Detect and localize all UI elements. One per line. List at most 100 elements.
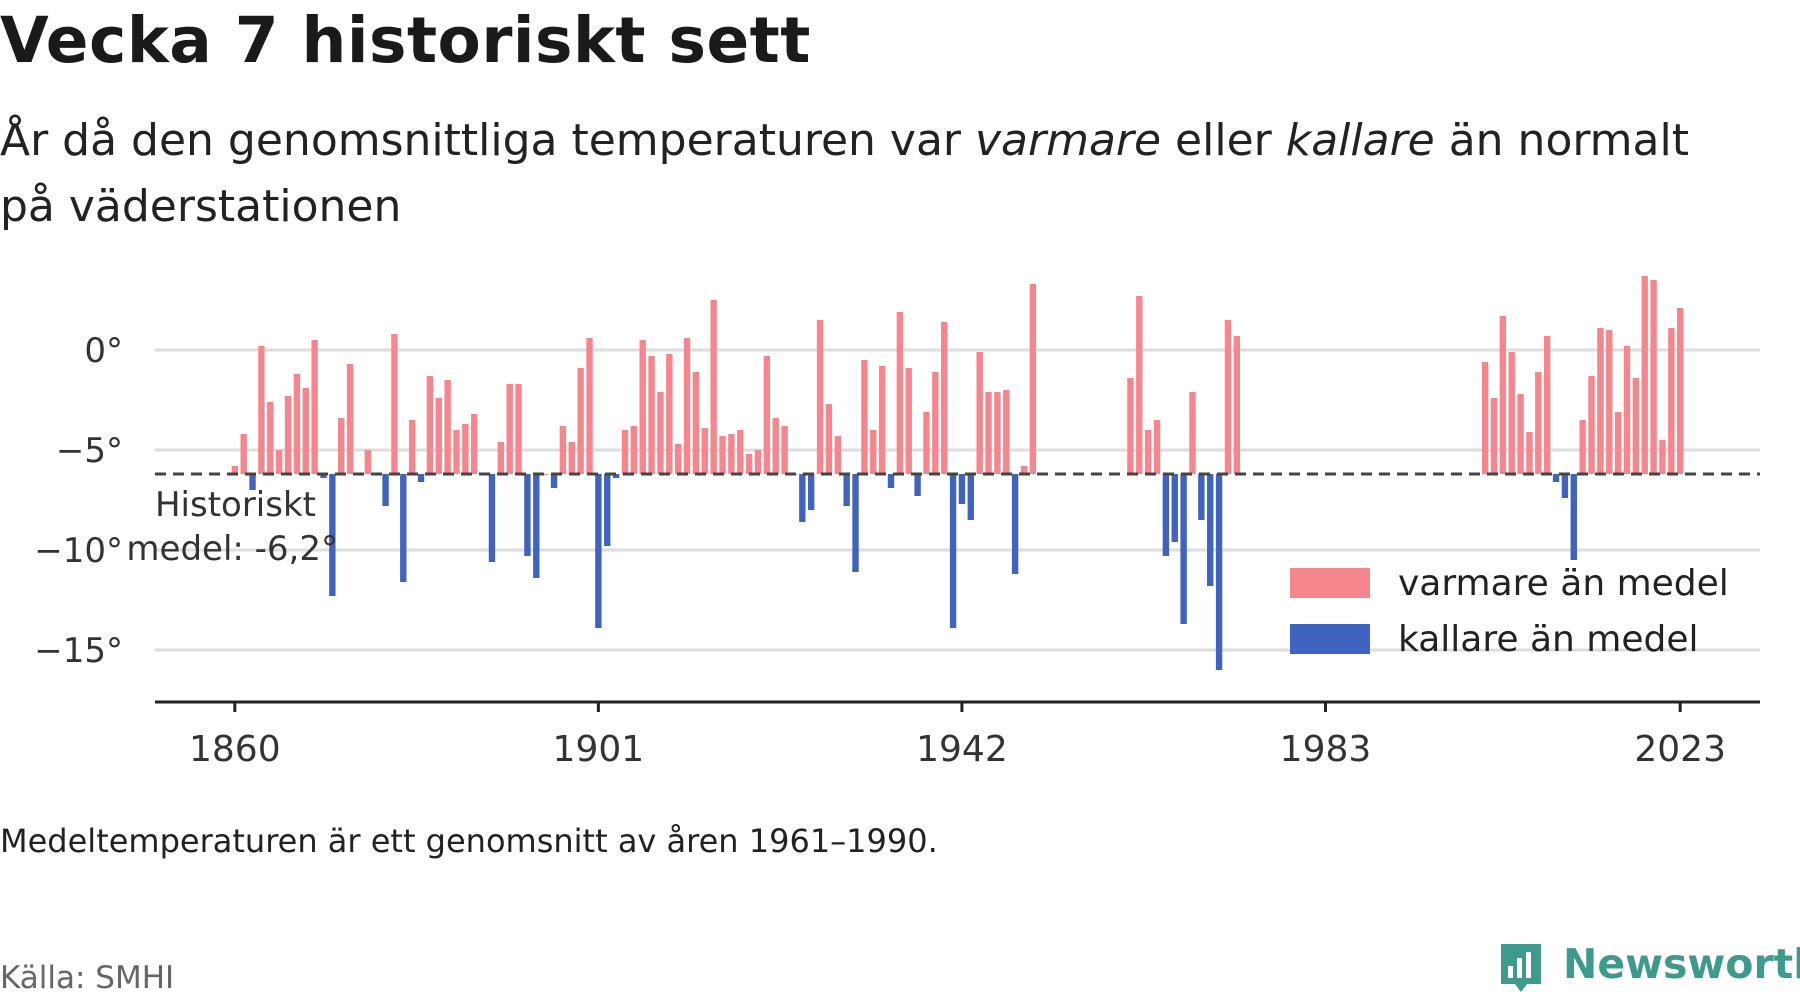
bar-warmer [976, 352, 983, 474]
bar-colder [249, 474, 256, 490]
bar-warmer [870, 430, 877, 474]
reference-label-line-2: medel: -6,2° [126, 529, 338, 569]
legend-label-cold: kallare än medel [1398, 619, 1698, 660]
bar-warmer [426, 376, 434, 474]
x-axis: 1860 1901 1942 1983 2023 [155, 700, 1760, 770]
bar-colder [1561, 474, 1569, 498]
bar-warmer [541, 474, 549, 475]
bar-colder [887, 474, 895, 488]
bar-colder [612, 474, 620, 478]
legend-label-warm: varmare än medel [1398, 563, 1729, 604]
bar-colder [595, 474, 602, 628]
bar-colder [967, 474, 974, 520]
bar-warmer [462, 424, 469, 474]
bar-warmer [719, 436, 726, 474]
bar-colder [1162, 474, 1170, 556]
bar-warmer [639, 340, 646, 474]
reference-label-line-1: Historiskt [155, 485, 316, 525]
bar-colder [550, 474, 558, 488]
brand-logo[interactable]: Newsworthy [1495, 940, 1800, 1000]
subtitle-text: än normalt på väderstationen [0, 115, 1689, 232]
bar-warmer [1144, 430, 1152, 474]
bar-warmer [506, 384, 513, 474]
bar-warmer [1020, 466, 1028, 474]
bar-warmer [1233, 336, 1241, 474]
bar-warmer [346, 364, 354, 474]
bar-warmer [1668, 328, 1675, 474]
bar-warmer [311, 340, 318, 474]
bar-warmer [1029, 284, 1037, 474]
bar-colder [799, 474, 806, 522]
subtitle-text: eller [1161, 115, 1286, 166]
bar-warmer [1499, 316, 1507, 474]
bar-colder [604, 474, 611, 546]
bar-warmer [275, 450, 283, 474]
bar-warmer [825, 404, 833, 474]
x-tick-label: 1942 [916, 729, 1008, 770]
reference-line-label: Historiskt medel: -6,2° [126, 485, 338, 569]
bar-warmer [861, 360, 868, 474]
legend-swatch-cold [1290, 624, 1370, 654]
bar-warmer [364, 450, 372, 474]
legend-swatch-warm [1290, 568, 1370, 598]
bar-warmer [1606, 330, 1613, 474]
bar-colder [400, 474, 407, 582]
bar-warmer [905, 368, 912, 474]
bar-warmer [985, 392, 992, 474]
bar-warmer [391, 334, 398, 474]
bar-warmer [666, 354, 673, 474]
bar-colder [1207, 474, 1214, 586]
bar-warmer [1517, 394, 1524, 474]
bar-warmer [515, 384, 522, 474]
bar-warmer [781, 426, 788, 474]
bar-warmer [932, 372, 939, 474]
bar-warmer [621, 430, 629, 474]
bar-warmer [1526, 432, 1533, 474]
bar-warmer [1650, 280, 1657, 474]
bar-warmer [648, 356, 655, 474]
bar-warmer [240, 434, 247, 474]
bar-warmer [772, 418, 779, 474]
newsworthy-logo-icon [1501, 944, 1541, 992]
bar-colder [843, 474, 850, 506]
bar-warmer [1632, 378, 1640, 474]
bar-warmer [586, 338, 593, 474]
bar-warmer [1579, 420, 1586, 474]
bar-warmer [816, 320, 824, 474]
bar-colder [1011, 474, 1019, 574]
legend: varmare än medel kallare än medel [1290, 563, 1729, 660]
chart-title: Vecka 7 historiskt sett [0, 4, 811, 77]
bar-colder [1570, 474, 1577, 560]
bar-warmer [1641, 276, 1648, 474]
bar-colder [1198, 474, 1205, 520]
bar-warmer [435, 398, 442, 474]
bar-warmer [1614, 412, 1622, 474]
subtitle-cold-word: kallare [1285, 115, 1435, 166]
bar-warmer [701, 428, 708, 474]
bar-warmer [923, 412, 930, 474]
bar-warmer [754, 450, 762, 474]
bar-warmer [896, 312, 904, 474]
bar-warmer [1224, 320, 1232, 474]
y-tick-label: −15° [34, 631, 123, 671]
bar-warmer [1153, 420, 1161, 474]
bar-warmer [471, 414, 478, 474]
subtitle-warm-word: varmare [974, 115, 1162, 166]
bar-colder [807, 474, 815, 510]
bar-chart: 0° −5° −10° −15° 1860 1901 1942 1983 2023 Histo… [34, 276, 1760, 770]
bar-warmer [674, 444, 682, 474]
bar-warmer [745, 454, 753, 474]
bar-warmer [1623, 346, 1631, 474]
bar-warmer [737, 430, 744, 474]
x-tick-label: 1901 [553, 729, 645, 770]
bar-warmer [994, 392, 1001, 474]
bar-warmer [408, 420, 416, 474]
bar-warmer [683, 338, 691, 474]
y-axis: 0° −5° −10° −15° [34, 331, 123, 671]
bar-colder [524, 474, 531, 556]
bar-warmer [834, 436, 841, 474]
bar-colder [949, 474, 957, 628]
bar-colder [914, 474, 921, 496]
bar-warmer [1597, 328, 1604, 474]
x-tick-label: 2023 [1634, 729, 1726, 770]
